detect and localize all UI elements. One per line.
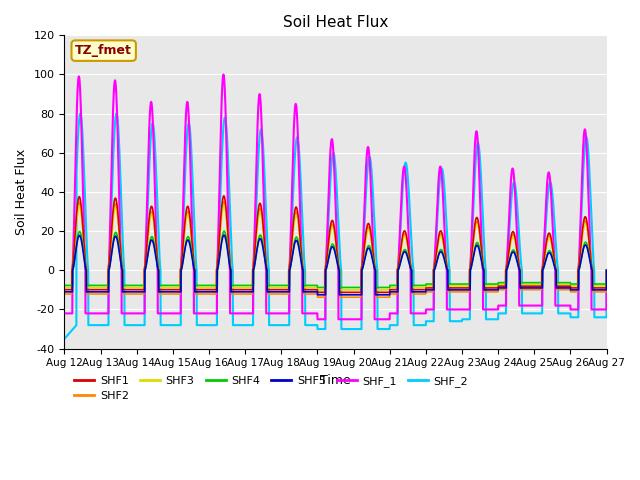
SHF3 bbox=[603, 267, 611, 273]
Title: Soil Heat Flux: Soil Heat Flux bbox=[283, 15, 388, 30]
Line: SHF2: SHF2 bbox=[65, 202, 607, 297]
SHF1 bbox=[472, 216, 480, 221]
Line: SHF_1: SHF_1 bbox=[65, 74, 607, 319]
SHF3 bbox=[573, 283, 581, 289]
SHF4 bbox=[603, 267, 611, 273]
Text: TZ_fmet: TZ_fmet bbox=[76, 44, 132, 57]
Line: SHF4: SHF4 bbox=[65, 231, 607, 288]
SHF5 bbox=[472, 243, 480, 249]
SHF5 bbox=[220, 232, 228, 238]
SHF_2 bbox=[61, 336, 68, 342]
Line: SHF_2: SHF_2 bbox=[65, 114, 607, 339]
SHF2 bbox=[314, 294, 321, 300]
SHF3 bbox=[245, 285, 253, 290]
SHF_1 bbox=[457, 307, 465, 312]
SHF_2 bbox=[317, 326, 325, 332]
Line: SHF1: SHF1 bbox=[65, 196, 607, 292]
SHF2 bbox=[220, 199, 228, 204]
SHF_2 bbox=[603, 267, 611, 273]
SHF_2 bbox=[245, 322, 253, 328]
SHF3 bbox=[314, 287, 321, 293]
SHF4 bbox=[220, 228, 228, 234]
Line: SHF5: SHF5 bbox=[65, 235, 607, 295]
SHF4 bbox=[245, 283, 253, 288]
SHF_2 bbox=[580, 157, 588, 163]
SHF_2 bbox=[457, 318, 465, 324]
SHF2 bbox=[603, 267, 611, 273]
SHF_2 bbox=[472, 153, 480, 158]
SHF4 bbox=[472, 241, 480, 247]
SHF2 bbox=[573, 289, 581, 295]
SHF_1 bbox=[61, 311, 68, 316]
SHF3 bbox=[472, 223, 480, 228]
SHF_1 bbox=[580, 132, 588, 138]
SHF3 bbox=[61, 285, 68, 290]
SHF1 bbox=[580, 217, 588, 223]
SHF2 bbox=[472, 219, 480, 225]
SHF1 bbox=[314, 289, 321, 295]
SHF2 bbox=[317, 294, 325, 300]
SHF1 bbox=[220, 193, 228, 199]
SHF_2 bbox=[113, 111, 120, 117]
SHF5 bbox=[245, 289, 253, 295]
SHF1 bbox=[603, 267, 611, 273]
SHF3 bbox=[220, 203, 228, 209]
SHF4 bbox=[61, 283, 68, 288]
SHF_1 bbox=[317, 316, 325, 322]
SHF4 bbox=[317, 285, 325, 290]
SHF3 bbox=[580, 225, 588, 230]
SHF_1 bbox=[220, 72, 227, 77]
SHF4 bbox=[314, 285, 321, 290]
SHF_1 bbox=[314, 316, 321, 322]
SHF1 bbox=[457, 285, 465, 291]
Legend: SHF1, SHF2, SHF3, SHF4, SHF5, SHF_1, SHF_2: SHF1, SHF2, SHF3, SHF4, SHF5, SHF_1, SHF… bbox=[70, 372, 472, 406]
Line: SHF3: SHF3 bbox=[65, 206, 607, 290]
SHF3 bbox=[457, 283, 465, 289]
SHF_1 bbox=[603, 267, 611, 273]
SHF5 bbox=[573, 287, 581, 293]
SHF5 bbox=[603, 267, 611, 273]
SHF2 bbox=[580, 221, 588, 227]
SHF_1 bbox=[573, 307, 581, 312]
SHF5 bbox=[457, 287, 465, 293]
SHF2 bbox=[61, 291, 68, 297]
SHF5 bbox=[317, 292, 325, 298]
SHF5 bbox=[314, 292, 321, 298]
SHF2 bbox=[457, 289, 465, 295]
SHF5 bbox=[580, 244, 588, 250]
SHF1 bbox=[245, 287, 253, 293]
SHF2 bbox=[245, 291, 253, 297]
X-axis label: Time: Time bbox=[320, 374, 351, 387]
SHF1 bbox=[61, 287, 68, 293]
SHF5 bbox=[61, 289, 68, 295]
SHF_2 bbox=[573, 314, 581, 320]
SHF_1 bbox=[472, 129, 480, 135]
SHF4 bbox=[573, 281, 581, 287]
SHF1 bbox=[573, 285, 581, 291]
SHF4 bbox=[580, 242, 588, 248]
SHF3 bbox=[317, 287, 325, 293]
SHF4 bbox=[457, 281, 465, 287]
Y-axis label: Soil Heat Flux: Soil Heat Flux bbox=[15, 149, 28, 235]
SHF1 bbox=[317, 289, 325, 295]
SHF_1 bbox=[245, 311, 253, 316]
